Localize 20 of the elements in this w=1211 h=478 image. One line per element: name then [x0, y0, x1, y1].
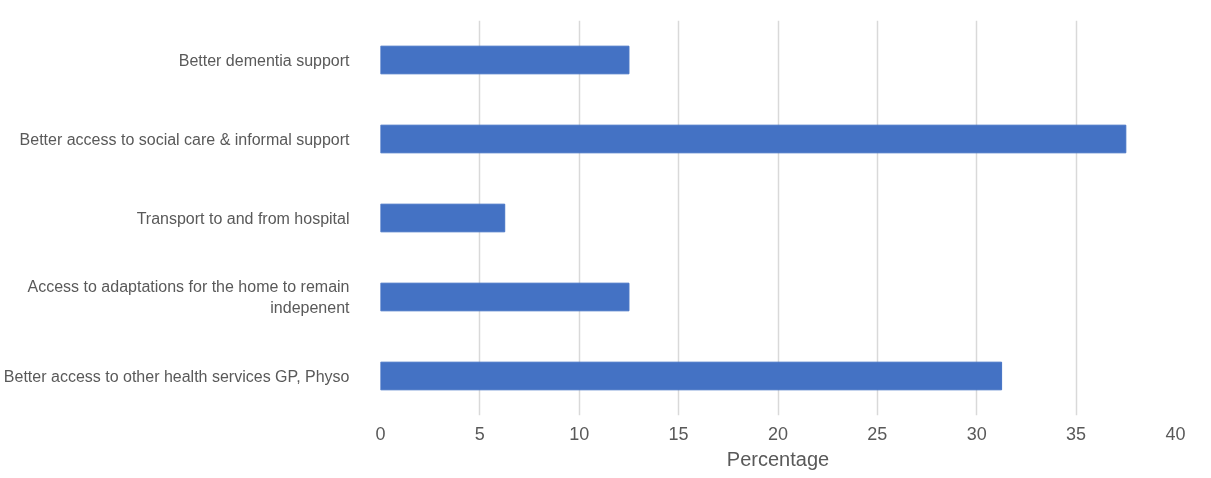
x-tick-label: 5 [474, 423, 485, 444]
bar [380, 282, 630, 312]
x-axis-title: Percentage [726, 447, 830, 470]
y-tick-label: Better access to other health services GP, Physo [3, 367, 350, 385]
bar [380, 203, 506, 233]
x-tick-label: 40 [1165, 423, 1186, 444]
x-tick-label: 15 [668, 423, 689, 444]
x-tick-label: 30 [966, 423, 987, 444]
y-tick-label: Better dementia support [178, 51, 351, 69]
y-tick-label: Transport to and from hospital [136, 209, 350, 227]
x-tick-label: 0 [375, 423, 386, 444]
bar [380, 45, 630, 75]
y-tick-label: Better access to social care & informal support [19, 130, 351, 148]
bar [380, 124, 1127, 154]
x-tick-label: 35 [1066, 423, 1087, 444]
y-tick-label: Access to adaptations for the home to remain indepenent [27, 278, 351, 316]
x-tick-label: 25 [867, 423, 888, 444]
x-tick-label: 20 [767, 423, 789, 444]
bar [380, 361, 1003, 391]
x-tick-label: 10 [569, 423, 590, 444]
